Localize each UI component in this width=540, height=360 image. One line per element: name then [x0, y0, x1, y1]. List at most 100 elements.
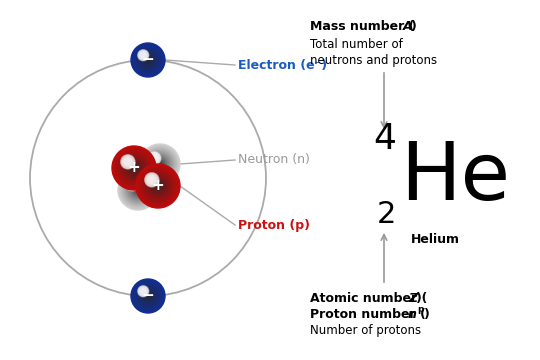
Circle shape	[130, 182, 134, 186]
Circle shape	[143, 171, 173, 201]
Circle shape	[123, 157, 132, 167]
Circle shape	[131, 279, 165, 313]
Circle shape	[132, 44, 164, 76]
Circle shape	[121, 155, 135, 169]
Circle shape	[155, 159, 165, 169]
Circle shape	[127, 161, 141, 175]
Circle shape	[112, 146, 156, 190]
Text: A: A	[403, 20, 413, 33]
Circle shape	[119, 153, 148, 183]
Circle shape	[124, 158, 131, 165]
Circle shape	[150, 154, 170, 174]
Circle shape	[123, 175, 153, 205]
Text: Electron (e⁻): Electron (e⁻)	[238, 58, 327, 72]
Circle shape	[118, 152, 151, 184]
Circle shape	[145, 293, 151, 299]
Circle shape	[151, 155, 158, 162]
Circle shape	[143, 54, 144, 56]
Text: Neutron (n): Neutron (n)	[238, 153, 310, 166]
Text: Proton number (: Proton number (	[310, 308, 426, 321]
Circle shape	[122, 173, 154, 207]
Circle shape	[138, 50, 148, 61]
Circle shape	[141, 53, 155, 67]
Circle shape	[140, 51, 147, 59]
Circle shape	[131, 183, 145, 197]
Circle shape	[116, 150, 152, 186]
Circle shape	[150, 154, 159, 163]
Circle shape	[135, 47, 161, 73]
Circle shape	[148, 152, 172, 176]
Text: +: +	[152, 179, 164, 194]
Circle shape	[125, 177, 151, 203]
Text: −: −	[141, 53, 154, 68]
Circle shape	[145, 149, 175, 179]
Text: Number of protons: Number of protons	[310, 324, 421, 337]
Circle shape	[147, 175, 169, 197]
Circle shape	[129, 162, 139, 174]
Text: Total number of: Total number of	[310, 38, 403, 51]
Circle shape	[144, 292, 152, 300]
Text: −: −	[141, 288, 154, 303]
Circle shape	[122, 156, 134, 168]
Text: p: p	[417, 305, 423, 314]
Circle shape	[125, 159, 130, 164]
Circle shape	[141, 289, 145, 293]
Text: neutrons and protons: neutrons and protons	[310, 54, 437, 67]
Text: Proton (p): Proton (p)	[238, 219, 310, 231]
Circle shape	[145, 57, 151, 63]
Text: ): )	[416, 292, 422, 305]
Circle shape	[134, 46, 162, 74]
Circle shape	[126, 178, 150, 202]
Circle shape	[114, 148, 154, 188]
Circle shape	[150, 177, 154, 182]
Circle shape	[129, 181, 136, 188]
Text: ): )	[424, 308, 430, 321]
Circle shape	[133, 185, 143, 195]
Circle shape	[143, 290, 144, 292]
Circle shape	[152, 156, 168, 172]
Circle shape	[151, 179, 165, 193]
Circle shape	[126, 178, 139, 191]
Circle shape	[139, 287, 148, 296]
Text: ): )	[411, 20, 417, 33]
Circle shape	[123, 157, 145, 179]
Circle shape	[131, 43, 165, 77]
Circle shape	[125, 159, 143, 177]
Circle shape	[139, 51, 148, 60]
Circle shape	[138, 286, 148, 297]
Circle shape	[158, 162, 161, 166]
Circle shape	[128, 180, 148, 200]
Circle shape	[141, 53, 145, 57]
Circle shape	[140, 288, 146, 294]
Circle shape	[128, 180, 137, 189]
Circle shape	[146, 294, 150, 297]
Circle shape	[140, 288, 147, 295]
Circle shape	[145, 173, 159, 187]
Text: 2: 2	[376, 200, 396, 229]
Circle shape	[146, 59, 150, 62]
Circle shape	[151, 179, 153, 181]
Text: He: He	[400, 139, 510, 217]
Circle shape	[120, 172, 157, 208]
Circle shape	[138, 286, 158, 306]
Circle shape	[140, 53, 146, 58]
Circle shape	[141, 146, 178, 182]
Circle shape	[130, 182, 146, 198]
Circle shape	[148, 176, 156, 183]
Circle shape	[137, 285, 159, 307]
Circle shape	[141, 289, 155, 303]
Circle shape	[149, 153, 160, 164]
Circle shape	[153, 157, 167, 171]
Text: Atomic number (: Atomic number (	[310, 292, 427, 305]
Circle shape	[145, 173, 171, 199]
Text: Helium: Helium	[410, 233, 460, 246]
Circle shape	[147, 175, 157, 185]
Circle shape	[148, 152, 161, 165]
Circle shape	[134, 282, 162, 310]
Circle shape	[139, 51, 157, 68]
Text: Mass number (: Mass number (	[310, 20, 415, 33]
Circle shape	[143, 147, 177, 181]
Circle shape	[134, 187, 141, 193]
Circle shape	[143, 54, 154, 66]
Circle shape	[141, 170, 174, 202]
